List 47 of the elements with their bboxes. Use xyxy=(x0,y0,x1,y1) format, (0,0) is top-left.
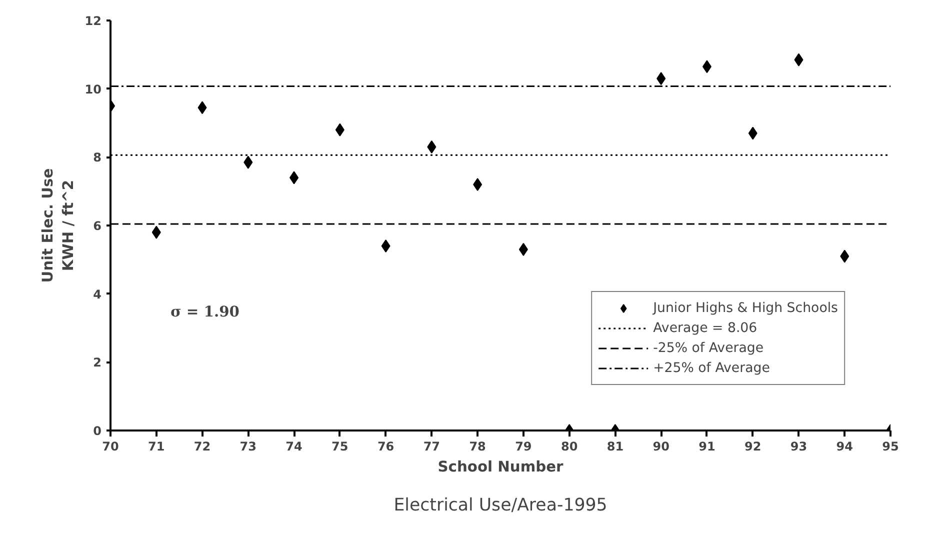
y-tick-label: 8 xyxy=(93,150,102,165)
point xyxy=(473,178,482,191)
x-tick-label: 75 xyxy=(332,440,348,454)
legend-label: +25% of Average xyxy=(653,360,770,376)
x-tick-label: 70 xyxy=(102,440,119,454)
legend-label: Average = 8.06 xyxy=(653,320,758,336)
annotation: σ = 1.90 xyxy=(170,304,240,320)
y-tick-label: 2 xyxy=(93,356,102,370)
x-tick-label: 72 xyxy=(194,440,211,454)
legend-label: -25% of Average xyxy=(653,340,764,356)
x-tick-label: 73 xyxy=(240,440,256,454)
point xyxy=(840,250,850,263)
x-tick-label: 81 xyxy=(606,440,624,454)
x-tick-label: 78 xyxy=(469,440,486,454)
point xyxy=(335,123,344,136)
x-tick-label: 92 xyxy=(744,440,762,454)
x-tick-label: 94 xyxy=(836,440,853,454)
point xyxy=(427,140,436,154)
x-tick-label: 91 xyxy=(698,440,716,454)
y-tick-label: 10 xyxy=(84,82,102,96)
x-tick-label: 80 xyxy=(560,440,578,454)
x-tick-label: 71 xyxy=(148,440,165,454)
point xyxy=(656,72,666,86)
x-tick-label: 93 xyxy=(790,440,808,454)
legend-label: Junior Highs & High Schools xyxy=(653,300,838,316)
x-tick-label: 95 xyxy=(882,440,899,454)
point xyxy=(244,156,253,169)
y-tick-label: 0 xyxy=(93,424,102,438)
y-tick-label: 4 xyxy=(93,287,102,302)
x-tick-label: 77 xyxy=(423,440,440,454)
point xyxy=(748,126,758,140)
point xyxy=(152,226,161,239)
point xyxy=(198,101,207,114)
point xyxy=(290,171,299,184)
x-tick-label: 74 xyxy=(286,440,302,454)
y-axis-title: Unit Elec. Use KWH / ft^2 xyxy=(39,168,77,283)
x-axis-title: School Number xyxy=(438,458,564,476)
y-tick-label: 6 xyxy=(93,219,102,233)
y-tick-label: 12 xyxy=(84,14,102,28)
x-tick-label: 90 xyxy=(652,440,670,454)
point xyxy=(794,53,804,66)
point xyxy=(518,242,528,256)
text: Electrical Use/Area-1995 xyxy=(394,496,608,516)
x-tick-label: 76 xyxy=(377,440,394,454)
point xyxy=(381,240,390,252)
point xyxy=(702,60,712,74)
x-tick-label: 79 xyxy=(515,440,532,454)
